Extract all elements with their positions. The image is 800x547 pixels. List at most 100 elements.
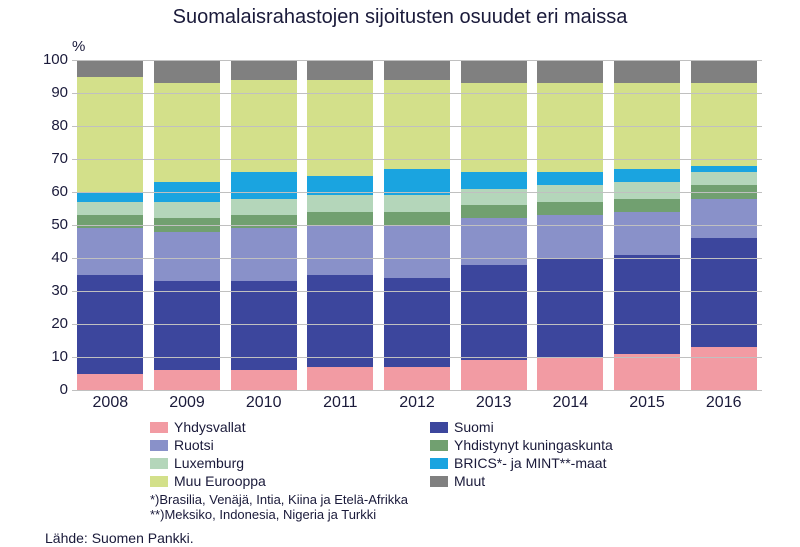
bar-segment-us — [231, 370, 297, 390]
bar-segment-se — [77, 228, 143, 274]
bar-segment-other — [614, 60, 680, 83]
legend-item-us: Yhdysvallat — [150, 418, 430, 436]
x-tick-label: 2010 — [225, 394, 302, 412]
bar-segment-us — [461, 360, 527, 390]
footnote-line: *)Brasilia, Venäjä, Intia, Kiina ja Etel… — [150, 492, 408, 507]
y-tick-label: 10 — [28, 349, 68, 364]
bar-segment-brics — [231, 172, 297, 198]
bar-segment-us — [614, 354, 680, 390]
bar-segment-uk — [537, 202, 603, 215]
bar-segment-lu — [537, 185, 603, 202]
bar-segment-brics — [461, 172, 527, 189]
bar-segment-lu — [307, 195, 373, 212]
legend: Yhdysvallat Suomi Ruotsi Yhdistynyt kuninga… — [150, 418, 750, 490]
legend-swatch — [430, 422, 448, 433]
y-tick-label: 20 — [28, 316, 68, 331]
y-tick-label: 70 — [28, 151, 68, 166]
bar-segment-se — [307, 225, 373, 275]
bar-segment-fi — [691, 238, 757, 347]
gridline — [72, 291, 762, 292]
legend-label: Suomi — [454, 418, 494, 436]
bar-segment-lu — [384, 195, 450, 212]
bar-segment-se — [384, 225, 450, 278]
y-tick-label: 100 — [28, 52, 68, 67]
bar-segment-us — [537, 357, 603, 390]
bar-segment-eur — [154, 83, 220, 182]
bar-segment-us — [384, 367, 450, 390]
bar-segment-lu — [154, 202, 220, 219]
bar-segment-lu — [691, 172, 757, 185]
bar-segment-uk — [231, 215, 297, 228]
legend-item-lu: Luxemburg — [150, 454, 430, 472]
gridline — [72, 324, 762, 325]
gridline — [72, 93, 762, 94]
x-tick-label: 2016 — [685, 394, 762, 412]
legend-label: Ruotsi — [174, 436, 214, 454]
chart-container: Suomalaisrahastojen sijoitusten osuudet … — [0, 0, 800, 547]
bar-segment-uk — [77, 215, 143, 228]
x-tick-label: 2015 — [609, 394, 686, 412]
legend-item-uk: Yhdistynyt kuningaskunta — [430, 436, 710, 454]
legend-label: Yhdysvallat — [174, 418, 246, 436]
legend-label: Muut — [454, 472, 485, 490]
bar-segment-se — [614, 212, 680, 255]
bar-segment-se — [154, 232, 220, 282]
gridline — [72, 159, 762, 160]
bar-segment-other — [537, 60, 603, 83]
legend-swatch — [150, 440, 168, 451]
legend-item-brics: BRICS*- ja MINT**-maat — [430, 454, 710, 472]
legend-swatch — [430, 458, 448, 469]
legend-item-fi: Suomi — [430, 418, 710, 436]
x-tick-label: 2013 — [455, 394, 532, 412]
gridline — [72, 357, 762, 358]
plot-area: 200820092010201120122013201420152016 — [72, 60, 762, 391]
bar-segment-brics — [77, 192, 143, 202]
bar-segment-other — [307, 60, 373, 80]
gridline — [72, 258, 762, 259]
bar-segment-uk — [614, 199, 680, 212]
x-tick-label: 2012 — [379, 394, 456, 412]
y-axis-label: % — [72, 38, 85, 55]
bar-segment-fi — [461, 265, 527, 361]
bar-segment-us — [307, 367, 373, 390]
legend-label: Luxemburg — [174, 454, 244, 472]
bar-segment-uk — [307, 212, 373, 225]
legend-item-eur: Muu Eurooppa — [150, 472, 430, 490]
x-tick-label: 2009 — [149, 394, 226, 412]
gridline — [72, 60, 762, 61]
x-tick-label: 2011 — [302, 394, 379, 412]
source-line: Lähde: Suomen Pankki. — [45, 530, 194, 546]
x-tick-label: 2008 — [72, 394, 149, 412]
bar-segment-other — [154, 60, 220, 83]
bar-segment-uk — [384, 212, 450, 225]
legend-label: Yhdistynyt kuningaskunta — [454, 436, 613, 454]
bar-segment-eur — [307, 80, 373, 176]
bar-segment-fi — [537, 258, 603, 357]
y-tick-label: 50 — [28, 217, 68, 232]
legend-label: BRICS*- ja MINT**-maat — [454, 454, 606, 472]
y-tick-label: 60 — [28, 184, 68, 199]
bar-segment-us — [691, 347, 757, 390]
gridline — [72, 225, 762, 226]
bar-segment-eur — [691, 83, 757, 166]
bar-segment-us — [77, 374, 143, 391]
bar-segment-other — [384, 60, 450, 80]
y-tick-label: 80 — [28, 118, 68, 133]
legend-item-other: Muut — [430, 472, 710, 490]
bar-segment-other — [691, 60, 757, 83]
x-tick-label: 2014 — [532, 394, 609, 412]
bar-segment-se — [537, 215, 603, 258]
bar-segment-fi — [614, 255, 680, 354]
bar-segment-lu — [231, 199, 297, 216]
bar-segment-se — [691, 199, 757, 239]
gridline — [72, 192, 762, 193]
footnote-line: **)Meksiko, Indonesia, Nigeria ja Turkki — [150, 507, 408, 522]
legend-item-se: Ruotsi — [150, 436, 430, 454]
bar-segment-us — [154, 370, 220, 390]
legend-swatch — [150, 422, 168, 433]
bar-segment-brics — [614, 169, 680, 182]
bar-segment-fi — [307, 275, 373, 367]
bar-segment-other — [77, 60, 143, 77]
bar-segment-brics — [537, 172, 603, 185]
footnotes: *)Brasilia, Venäjä, Intia, Kiina ja Etel… — [150, 492, 408, 522]
